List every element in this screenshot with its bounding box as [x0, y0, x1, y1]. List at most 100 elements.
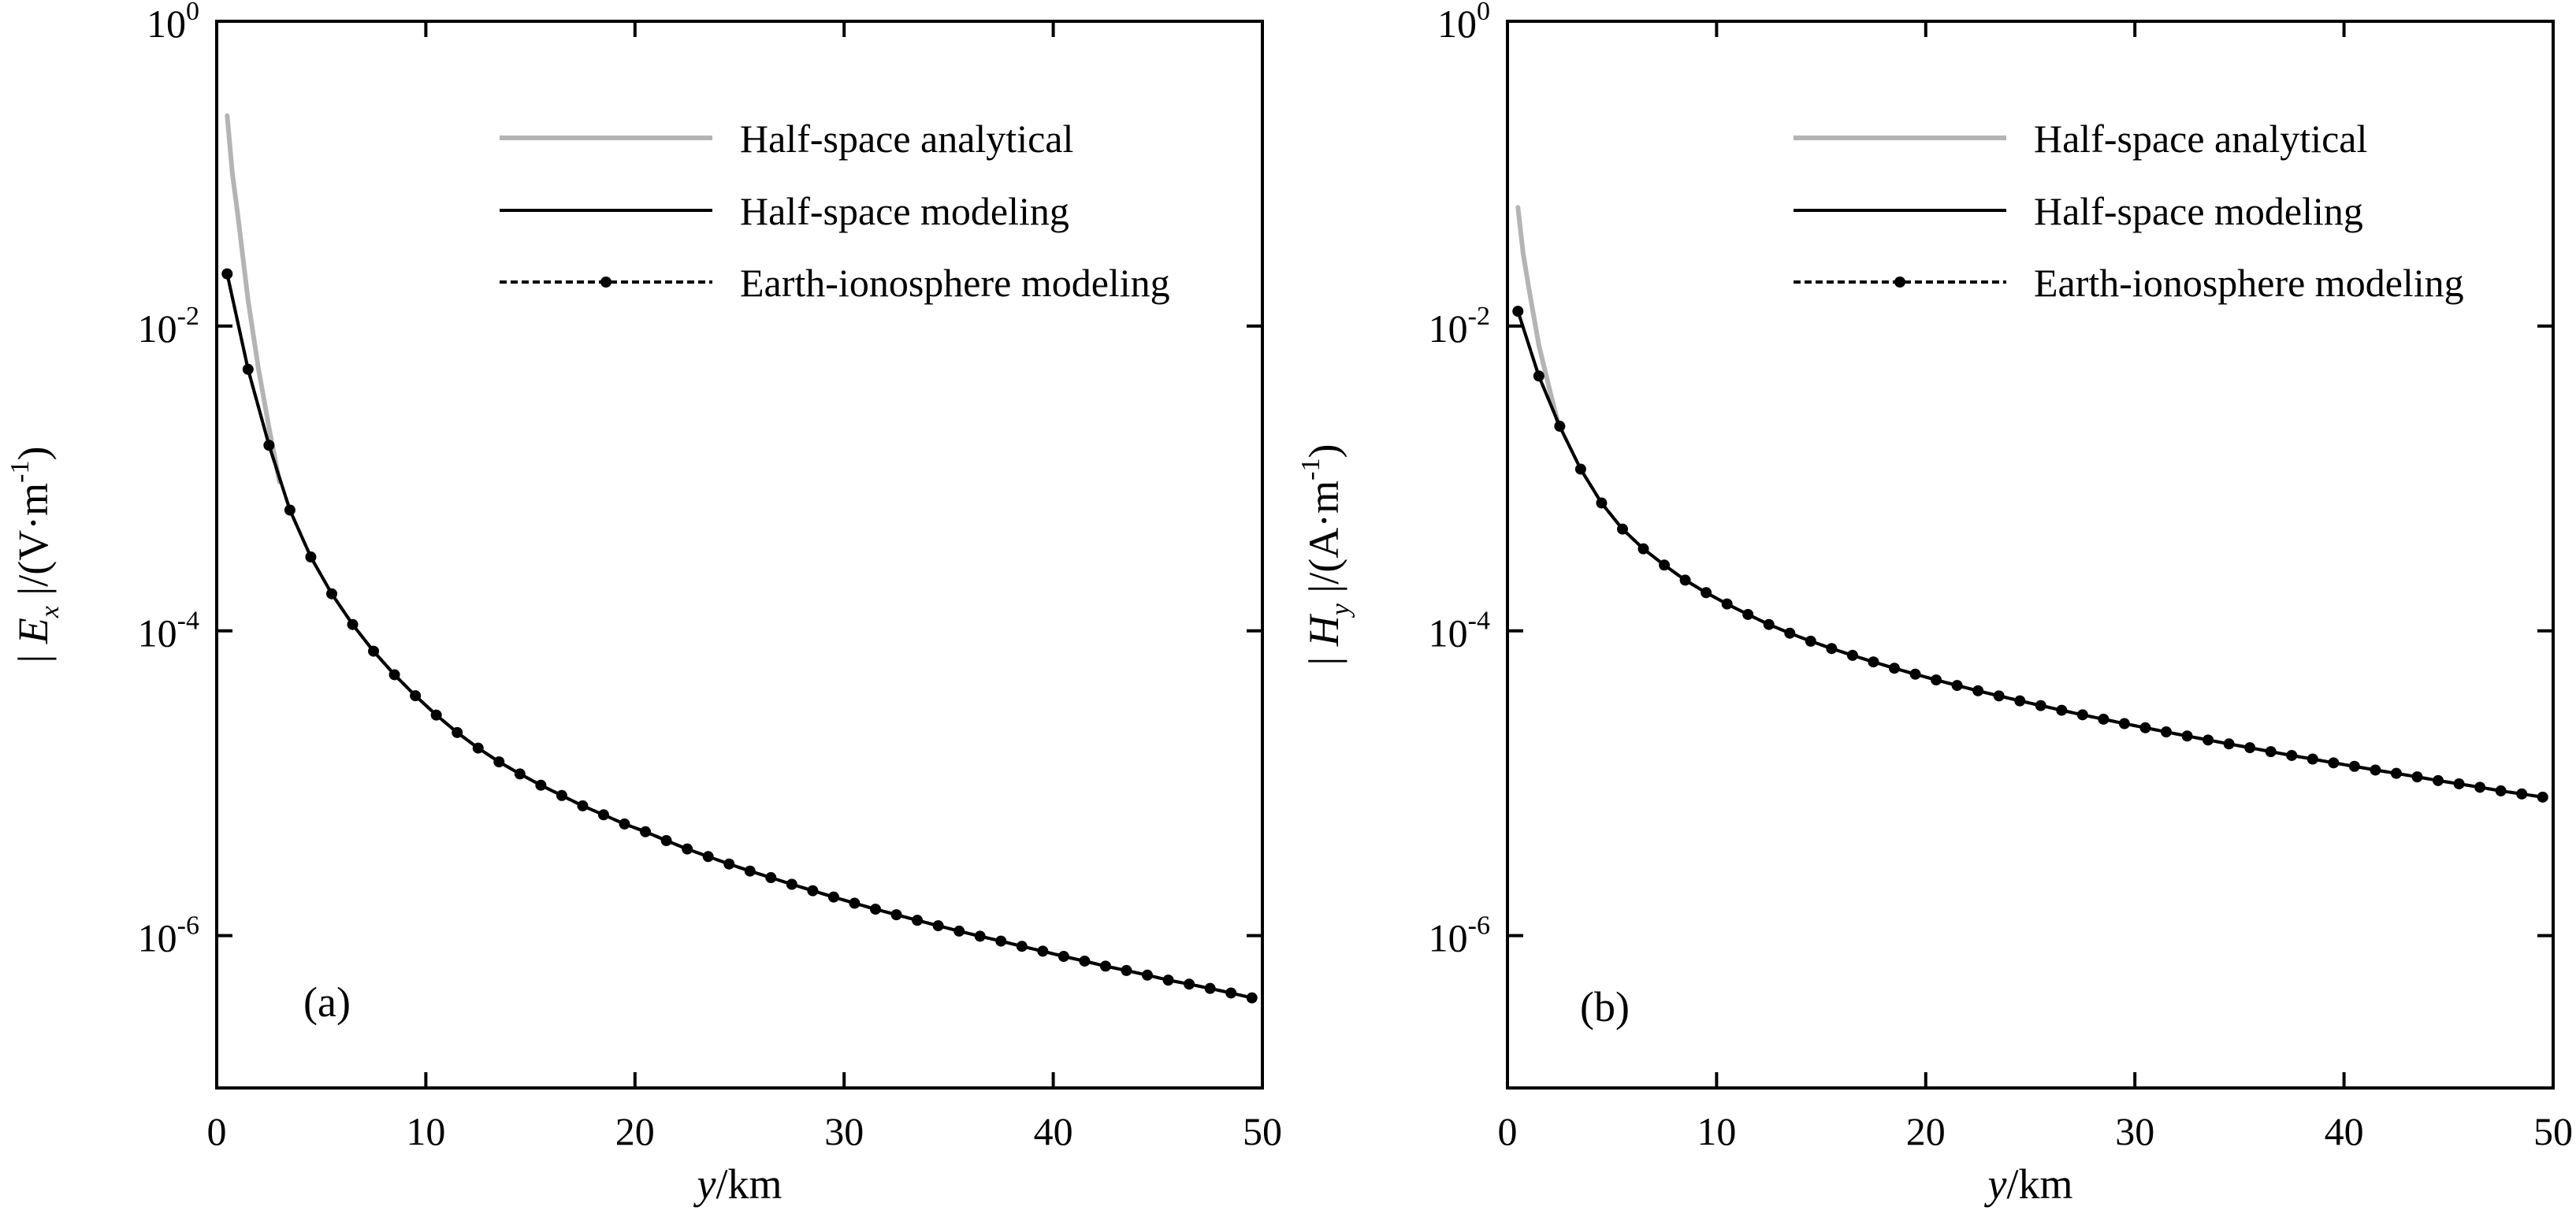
series-line-0: [1515, 205, 1563, 432]
series-point: [1888, 663, 1900, 674]
series-point: [556, 789, 567, 801]
series-point: [1868, 656, 1879, 668]
y-tick-exponent: -4: [1468, 607, 1490, 636]
series-point: [2307, 753, 2318, 765]
series-point: [1805, 635, 1816, 647]
series-point: [744, 865, 756, 877]
y-tick-exponent: 0: [1477, 0, 1490, 26]
series-point: [2390, 767, 2402, 779]
series-point: [2014, 695, 2026, 707]
series-point: [1533, 370, 1544, 382]
series-point: [2202, 734, 2214, 746]
series-point: [2370, 764, 2381, 776]
series-point: [305, 551, 317, 563]
series-point: [2035, 700, 2046, 711]
y-tick-base: 10: [1429, 611, 1468, 655]
legend-label-0: Half-space analytical: [740, 117, 1073, 161]
series-point: [577, 800, 589, 811]
y-axis-title-bar: |: [9, 644, 57, 663]
y-axis-title-unit: |/(V·m: [9, 483, 57, 606]
series-point: [2244, 742, 2256, 754]
series-point: [1184, 978, 1195, 990]
series-point: [2118, 718, 2130, 730]
series-point: [535, 779, 547, 791]
series-point: [2516, 788, 2528, 800]
y-tick-base: 10: [138, 306, 177, 351]
x-tick-label: 30: [2115, 1109, 2154, 1153]
y-tick-label: 100: [147, 0, 199, 46]
y-tick-exponent: -6: [177, 911, 199, 941]
series-point: [2286, 749, 2298, 761]
x-tick-label: 0: [207, 1109, 227, 1153]
series-point: [263, 440, 275, 451]
series-point: [1596, 497, 1608, 509]
x-tick-label: 10: [406, 1109, 445, 1153]
legend-marker: [600, 277, 611, 288]
series-point: [912, 915, 924, 926]
series-point: [660, 835, 672, 847]
y-axis-title-var: H: [1300, 613, 1347, 647]
series-point: [2411, 771, 2423, 783]
y-tick-base: 10: [138, 611, 177, 655]
legend-label-2: Earth-ionosphere modeling: [2034, 261, 2464, 305]
series-point: [2161, 726, 2173, 738]
series-point: [430, 709, 442, 721]
series-point: [2328, 757, 2340, 769]
series-point: [410, 690, 422, 702]
series-point: [2537, 791, 2548, 803]
series-point: [953, 925, 965, 937]
series-point: [1099, 960, 1111, 972]
plot-frame: [1506, 20, 2555, 1090]
series-point: [1079, 955, 1091, 967]
x-axis-title-unit: /km: [716, 1160, 782, 1208]
series-point: [765, 872, 777, 884]
x-tick-label: 50: [1243, 1109, 1282, 1153]
series-point: [388, 669, 400, 681]
series-point: [870, 904, 882, 915]
y-tick-base: 10: [1429, 306, 1468, 351]
series-point: [1931, 674, 1942, 686]
series-point: [1204, 982, 1216, 994]
series-point: [514, 768, 526, 780]
y-tick-label: 100: [1437, 0, 1490, 46]
x-tick-label: 10: [1697, 1109, 1736, 1153]
series-point: [1951, 680, 1963, 692]
y-tick-base: 10: [1437, 2, 1477, 46]
series-point: [1225, 987, 1237, 999]
series-point: [1554, 421, 1566, 433]
y-axis-title-close: ): [9, 447, 57, 461]
x-tick-label: 0: [1498, 1109, 1518, 1153]
series-point: [242, 363, 254, 375]
series-point: [1637, 543, 1649, 555]
series-point: [890, 909, 902, 921]
x-axis-title-var: y: [693, 1160, 716, 1208]
series-point: [2098, 713, 2109, 725]
x-axis-title: y/km: [1984, 1160, 2073, 1208]
series-point: [1993, 690, 2005, 702]
y-tick-exponent: -6: [1468, 911, 1490, 941]
series-point: [368, 645, 380, 657]
legend-label-1: Half-space modeling: [2034, 189, 2363, 233]
series-point: [827, 891, 839, 903]
y-axis-title-subscript: y: [1326, 603, 1355, 618]
series-point: [1721, 598, 1733, 610]
series-point: [1616, 523, 1628, 535]
y-axis-title: | Hy |/(A·m-1): [1296, 444, 1355, 666]
series-point: [2433, 774, 2444, 786]
series-point: [1016, 941, 1028, 952]
series-point: [682, 843, 693, 855]
series-point: [1784, 627, 1796, 639]
series-point: [2056, 704, 2068, 716]
y-axis-title-var: E: [9, 618, 57, 644]
series-point: [2348, 760, 2360, 772]
y-tick-base: 10: [1429, 916, 1468, 960]
y-tick-label: 10-2: [1429, 302, 1490, 351]
legend-label-1: Half-space modeling: [740, 189, 1069, 233]
y-axis-title-bar: |: [1300, 646, 1347, 665]
series-point: [932, 920, 944, 932]
panel-label: (b): [1580, 983, 1630, 1030]
series-point: [640, 826, 652, 837]
series-point: [1058, 951, 1069, 963]
series-point: [1512, 306, 1524, 317]
y-tick-label: 10-4: [138, 607, 199, 655]
